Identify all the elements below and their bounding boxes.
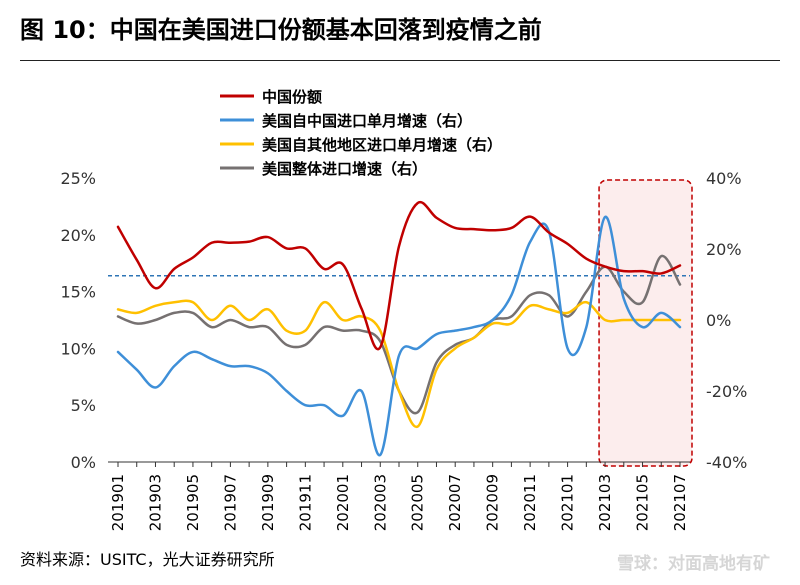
x-tick-label: 201901: [109, 474, 127, 531]
x-tick-label: 201911: [296, 474, 314, 531]
legend-label-china-share: 中国份额: [262, 88, 322, 106]
x-tick-label: 201907: [221, 474, 239, 531]
x-tick-label: 202107: [671, 474, 689, 531]
left-y-tick-label: 20%: [60, 226, 96, 245]
title-divider: [20, 60, 780, 61]
right-y-tick-label: 20%: [706, 240, 742, 259]
x-tick-label: 202103: [596, 474, 614, 531]
x-tick-label: 202101: [559, 474, 577, 531]
x-tick-label: 201903: [146, 474, 164, 531]
right-y-tick-label: 0%: [706, 311, 731, 330]
x-tick-label: 202105: [634, 474, 652, 531]
x-tick-label: 202001: [334, 474, 352, 531]
series-line-us-imports-from-others: [116, 299, 682, 428]
x-tick-label: 202005: [409, 474, 427, 531]
figure-title: 图 10：中国在美国进口份额基本回落到疫情之前: [20, 16, 542, 44]
left-y-tick-label: 0%: [71, 453, 96, 472]
right-y-tick-label: 40%: [706, 169, 742, 188]
series-line-us-imports-from-china: [116, 215, 682, 457]
source-note: 资料来源：USITC，光大证券研究所: [20, 550, 275, 569]
x-tick-label: 202007: [446, 474, 464, 531]
series-line-china-share: [116, 200, 682, 351]
x-tick-label: 202011: [521, 474, 539, 531]
left-y-tick-label: 10%: [60, 339, 96, 358]
highlight-region: [598, 179, 693, 467]
legend-label-us-total-imports: 美国整体进口增速（右）: [262, 160, 427, 178]
right-y-tick-label: -40%: [706, 453, 747, 472]
left-y-tick-label: 25%: [60, 169, 96, 188]
right-y-tick-label: -20%: [706, 382, 747, 401]
left-y-tick-label: 5%: [71, 396, 96, 415]
x-tick-label: 201909: [259, 474, 277, 531]
x-tick-label: 202003: [371, 474, 389, 531]
x-tick-label: 202009: [484, 474, 502, 531]
left-y-tick-label: 15%: [60, 283, 96, 302]
watermark: 雪球：对面高地有矿: [617, 554, 770, 574]
legend-label-us-imports-from-china: 美国自中国进口单月增速（右）: [262, 112, 472, 130]
legend-label-us-imports-from-others: 美国自其他地区进口单月增速（右）: [262, 136, 502, 154]
x-tick-label: 201905: [184, 474, 202, 531]
